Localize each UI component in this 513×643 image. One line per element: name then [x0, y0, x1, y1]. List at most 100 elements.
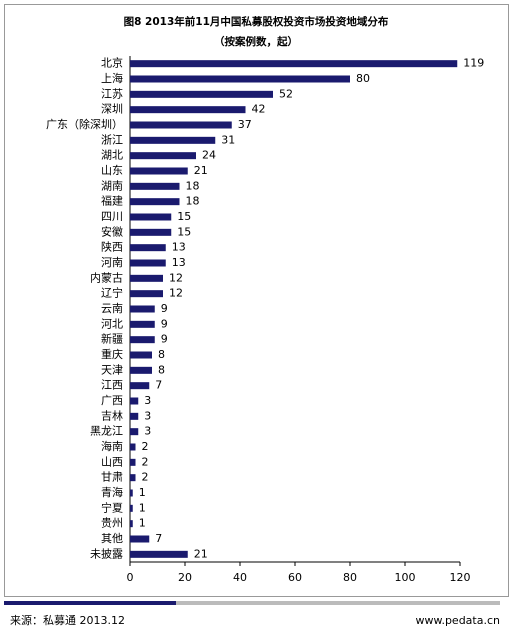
value-label: 7 — [155, 379, 162, 392]
value-label: 3 — [144, 394, 151, 407]
value-label: 42 — [252, 103, 266, 116]
y-tick-label: 湖南 — [101, 179, 123, 192]
bar — [130, 60, 458, 68]
y-tick-label: 新疆 — [101, 332, 123, 346]
bar — [130, 167, 188, 175]
y-tick-label: 浙江 — [101, 133, 123, 146]
bar — [130, 274, 163, 282]
value-label: 8 — [158, 348, 165, 361]
bar — [130, 228, 172, 236]
value-label: 1 — [139, 501, 146, 514]
y-tick-label: 内蒙古 — [90, 270, 123, 284]
y-tick-label: 深圳 — [101, 103, 123, 116]
y-tick-label: 其他 — [101, 532, 123, 545]
value-label: 37 — [238, 118, 252, 131]
y-tick-label: 福建 — [101, 194, 123, 208]
value-label: 3 — [144, 425, 151, 438]
y-tick-label: 贵州 — [101, 517, 123, 530]
value-label: 7 — [155, 532, 162, 545]
bar — [130, 106, 246, 114]
value-label: 15 — [177, 225, 191, 238]
y-tick-label: 黑龙江 — [90, 425, 123, 438]
value-label: 13 — [172, 256, 186, 269]
x-tick-label: 20 — [178, 571, 192, 584]
bar — [130, 351, 152, 359]
bar — [130, 412, 139, 420]
bar — [130, 428, 139, 436]
bar — [130, 520, 133, 528]
y-tick-label: 云南 — [101, 302, 123, 315]
y-tick-label: 北京 — [101, 56, 123, 70]
chart-subtitle: （按案例数，起） — [214, 35, 298, 48]
bar — [130, 504, 133, 512]
bar — [130, 75, 350, 83]
y-tick-label: 广东（除深圳） — [46, 117, 123, 131]
bar — [130, 182, 180, 190]
value-label: 12 — [169, 271, 183, 284]
y-tick-label: 甘肃 — [101, 471, 123, 484]
x-tick-label: 0 — [127, 571, 134, 584]
y-tick-label: 天津 — [101, 363, 123, 376]
value-label: 9 — [161, 333, 168, 346]
bar — [130, 397, 139, 405]
value-label: 18 — [186, 195, 200, 208]
value-label: 9 — [161, 317, 168, 330]
footer-website: www.pedata.cn — [415, 614, 500, 627]
bar — [130, 443, 136, 451]
y-tick-label: 四川 — [101, 210, 123, 223]
footer-source: 来源：私募通 2013.12 — [10, 613, 125, 627]
y-tick-label: 山东 — [101, 164, 123, 177]
bar — [130, 458, 136, 466]
y-tick-label: 海南 — [101, 439, 123, 453]
bar — [130, 305, 155, 313]
bar — [130, 474, 136, 482]
footer-bar — [4, 601, 176, 605]
bar — [130, 90, 273, 98]
value-label: 13 — [172, 241, 186, 254]
value-label: 31 — [221, 133, 235, 146]
bar — [130, 152, 196, 160]
value-label: 52 — [279, 87, 293, 100]
value-label: 9 — [161, 302, 168, 315]
bar — [130, 213, 172, 221]
value-label: 2 — [142, 471, 149, 484]
bar — [130, 121, 232, 129]
bar — [130, 136, 216, 144]
y-tick-label: 江西 — [101, 379, 123, 392]
bar — [130, 336, 155, 344]
bar — [130, 535, 150, 543]
value-label: 12 — [169, 287, 183, 300]
chart-title: 图8 2013年前11月中国私募股权投资市场投资地域分布 — [124, 15, 389, 28]
value-label: 21 — [194, 164, 208, 177]
x-tick-label: 120 — [450, 571, 471, 584]
y-tick-label: 湖北 — [101, 149, 123, 162]
y-tick-label: 河南 — [101, 256, 123, 269]
y-tick-label: 河北 — [101, 317, 123, 330]
y-tick-label: 陕西 — [101, 240, 123, 254]
y-tick-label: 上海 — [101, 71, 123, 85]
bar — [130, 244, 166, 252]
value-label: 119 — [463, 57, 484, 70]
footer-bar — [176, 601, 500, 605]
bar — [130, 320, 155, 328]
bar — [130, 382, 150, 390]
y-tick-label: 重庆 — [101, 347, 123, 361]
value-label: 24 — [202, 149, 216, 162]
y-tick-label: 青海 — [101, 485, 123, 499]
value-label: 2 — [142, 440, 149, 453]
y-tick-label: 未披露 — [90, 546, 123, 560]
bar — [130, 290, 163, 298]
bar — [130, 550, 188, 558]
value-label: 21 — [194, 547, 208, 560]
y-tick-label: 辽宁 — [101, 286, 123, 300]
x-tick-label: 100 — [395, 571, 416, 584]
y-tick-label: 广西 — [101, 394, 123, 407]
y-tick-label: 吉林 — [101, 408, 123, 422]
bar — [130, 259, 166, 267]
bar — [130, 489, 133, 497]
value-label: 3 — [144, 409, 151, 422]
value-label: 2 — [142, 455, 149, 468]
bar — [130, 366, 152, 374]
x-tick-label: 40 — [233, 571, 247, 584]
